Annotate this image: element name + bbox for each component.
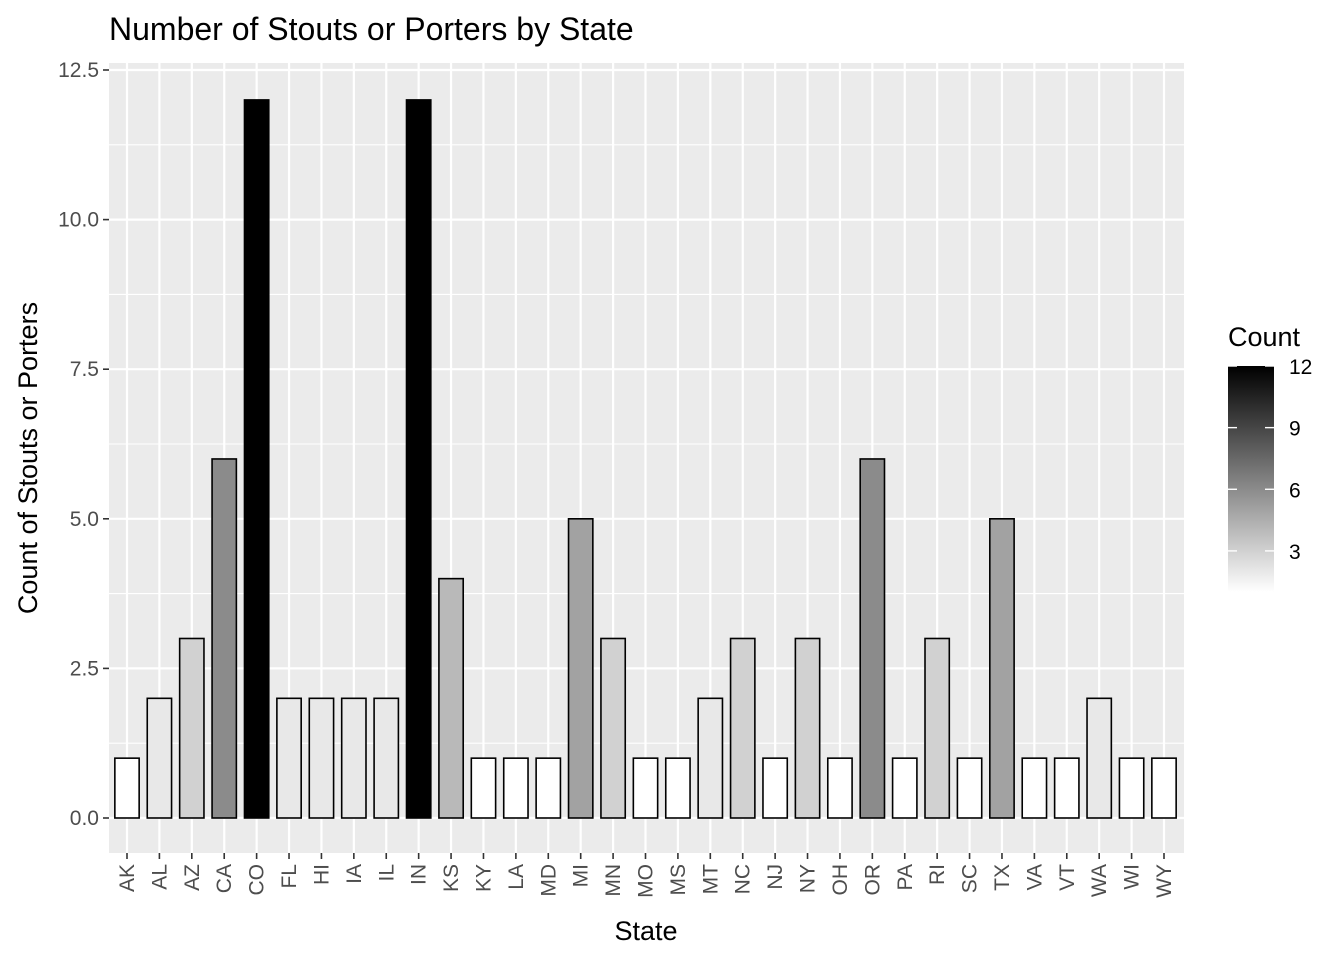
x-tick-label: TX (991, 864, 1014, 891)
x-tick-label: IN (408, 864, 431, 885)
bar-la (502, 757, 529, 819)
bar-wy (1151, 757, 1177, 819)
bar-az (178, 637, 205, 819)
x-tick-label: NC (732, 864, 755, 894)
bar-fl (276, 697, 302, 819)
x-tick-label: OH (829, 864, 852, 896)
x-tick-label: MN (602, 864, 625, 897)
bar-ms (664, 757, 691, 819)
y-tick-label: 0.0 (70, 807, 99, 830)
legend-tick-label: 9 (1289, 418, 1301, 441)
bar-ky (470, 757, 497, 819)
y-tick-label: 7.5 (70, 358, 99, 381)
x-tick-label: MO (635, 864, 658, 898)
x-tick-label: HI (310, 864, 333, 885)
x-tick-label: OR (861, 864, 884, 896)
bar-md (535, 757, 562, 819)
bar-in (405, 99, 432, 819)
x-tick-label: MT (699, 864, 722, 894)
x-tick-label: CO (246, 864, 269, 896)
bar-sc (956, 757, 983, 819)
y-tick-label: 12.5 (58, 59, 99, 82)
legend-title: Count (1228, 322, 1301, 352)
y-tick-label: 10.0 (58, 209, 99, 232)
chart-title: Number of Stouts or Porters by State (109, 11, 634, 47)
x-tick-label: NJ (764, 864, 787, 890)
x-tick-label: VA (1023, 864, 1046, 890)
bar-mo (632, 757, 659, 819)
y-tick-label: 2.5 (70, 657, 99, 680)
x-tick-label: AK (116, 864, 139, 892)
bar-ia (340, 697, 367, 819)
legend-tick-label: 3 (1289, 541, 1301, 564)
bar-ri (924, 637, 951, 819)
bar-nc (729, 637, 756, 819)
bar-il (373, 697, 400, 819)
x-tick-label: MI (570, 864, 593, 887)
x-tick-label: RI (926, 864, 949, 885)
x-tick-label: FL (278, 864, 301, 889)
x-tick-label: WI (1121, 864, 1144, 890)
bar-co (243, 99, 270, 819)
y-axis: 0.0 2.5 5.0 7.5 10.0 12.5 (58, 59, 109, 830)
x-tick-label: KS (440, 864, 463, 892)
bar-wa (1086, 697, 1113, 819)
x-tick-label: AL (148, 864, 171, 890)
x-tick-label: SC (959, 864, 982, 893)
bar-pa (891, 757, 918, 819)
x-tick-label: NY (797, 864, 820, 893)
x-tick-label: MS (667, 864, 690, 896)
bar-tx (989, 517, 1015, 819)
bar-ak (114, 757, 140, 819)
legend-colorbar (1228, 366, 1274, 592)
bar-nj (762, 757, 789, 819)
x-tick-label: PA (894, 864, 917, 890)
bar-oh (826, 757, 853, 819)
bars (114, 99, 1177, 819)
x-tick-label: CA (213, 864, 236, 893)
bar-mi (567, 517, 594, 819)
x-axis: AK AL AZ CA CO FL HI IA IL IN KS KY LA MD MI MN MO MS MT NC… (116, 853, 1176, 898)
legend-tick-label: 12 (1289, 356, 1312, 379)
bar-ks (438, 577, 465, 819)
x-tick-label: MD (537, 864, 560, 897)
bar-or (859, 458, 886, 819)
bar-wi (1118, 757, 1145, 819)
x-tick-label: IL (375, 864, 398, 882)
x-tick-label: WA (1088, 864, 1111, 897)
bar-ny (794, 637, 821, 819)
bar-mt (697, 697, 724, 819)
x-axis-title: State (614, 916, 677, 946)
x-tick-label: IA (343, 864, 366, 884)
x-tick-label: KY (472, 864, 495, 892)
bar-va (1021, 757, 1048, 819)
x-tick-label: WY (1153, 864, 1176, 898)
y-axis-title: Count of Stouts or Porters (13, 302, 43, 614)
bar-mn (600, 637, 627, 819)
bar-ca (211, 458, 238, 819)
legend-ticks: 3 6 9 12 (1228, 356, 1312, 564)
legend-tick-label: 6 (1289, 479, 1301, 502)
legend: Count 3 6 9 12 (1228, 322, 1312, 592)
x-tick-label: AZ (181, 864, 204, 891)
bar-al (146, 697, 173, 819)
x-tick-label: LA (505, 864, 528, 890)
bar-hi (308, 697, 335, 819)
y-tick-label: 5.0 (70, 508, 99, 531)
x-tick-label: VT (1056, 864, 1079, 891)
bar-vt (1053, 757, 1080, 819)
